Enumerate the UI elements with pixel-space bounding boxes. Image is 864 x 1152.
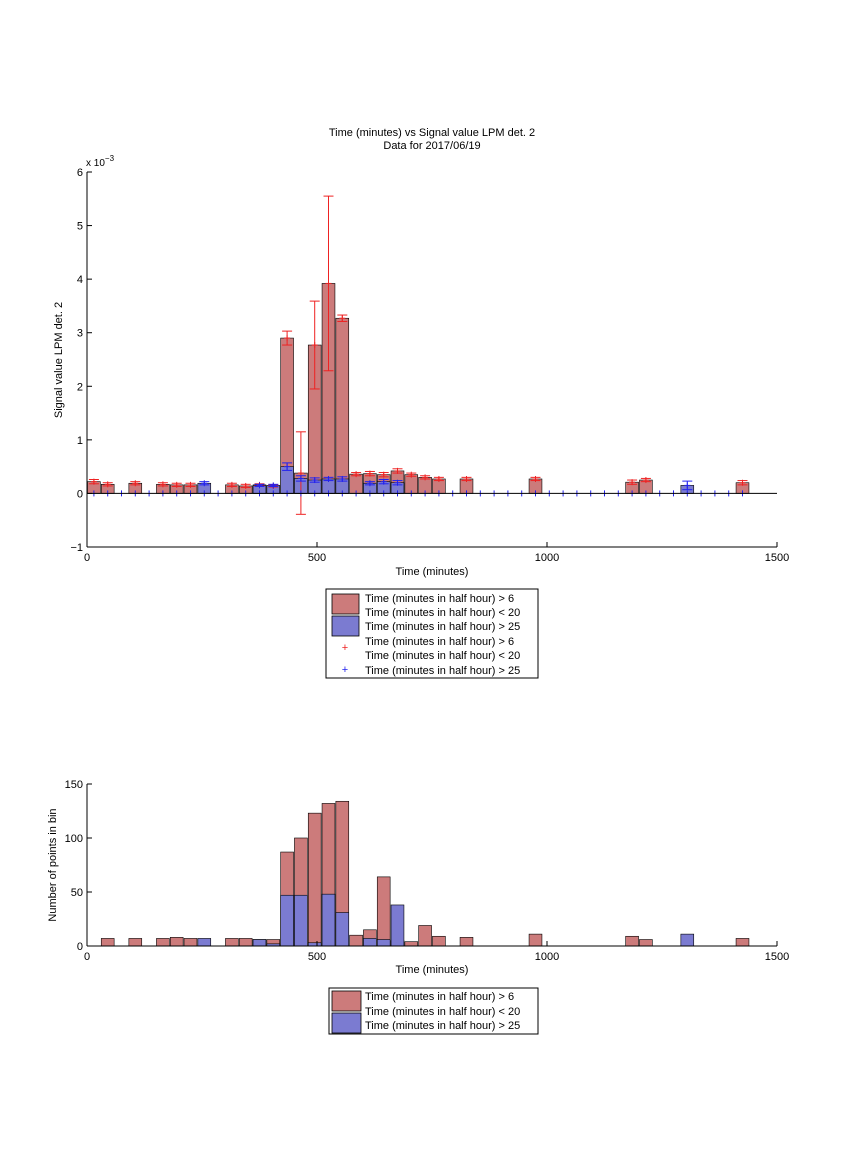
x-axis-label: Time (minutes) (396, 964, 469, 976)
y-tick-label: 0 (77, 941, 83, 953)
signal-chart: Time (minutes) vs Signal value LPM det. … (53, 127, 789, 679)
bar-red (349, 934, 363, 947)
bar-red (156, 938, 170, 947)
bar-red (183, 938, 198, 947)
y-tick-label: 0 (77, 488, 83, 500)
x-tick-label: 0 (84, 951, 90, 963)
y-exponent-base: x 10 (86, 158, 105, 169)
y-exponent-label: x 10−3 (86, 154, 115, 169)
y-tick-label: 150 (65, 779, 83, 791)
legend: + + Time (minutes in half hour) > 6 Time… (325, 588, 539, 679)
x-axis-label: Time (minutes) (396, 566, 469, 578)
y-exponent-power: −3 (105, 154, 115, 163)
plot-area: 0 500 1000 1500 0 50 100 150 (65, 779, 790, 963)
legend-entry: Time (minutes in half hour) > 25 (365, 665, 520, 677)
legend-swatch-red (331, 593, 360, 615)
legend: Time (minutes in half hour) > 6 Time (mi… (328, 987, 539, 1035)
x-tick-label: 500 (308, 552, 326, 564)
bar-red (418, 925, 432, 947)
x-tick-label: 1500 (765, 951, 789, 963)
bar-blue (390, 904, 405, 947)
legend-entry: Time (minutes in half hour) > 25 (365, 1020, 520, 1032)
legend-swatch-blue (331, 615, 360, 637)
bar-red (625, 935, 639, 947)
y-tick-label: 50 (71, 887, 83, 899)
y-tick-label: 6 (77, 167, 83, 179)
x-tick-label: 0 (84, 552, 90, 564)
legend-entry: Time (minutes in half hour) < 20 (365, 650, 520, 662)
y-tick-label: 1 (77, 435, 83, 447)
bar-blue (321, 893, 336, 947)
bar-red (432, 935, 446, 947)
bar-blue (252, 939, 267, 947)
y-tick-label: 2 (77, 381, 83, 393)
legend-box (325, 588, 539, 679)
y-tick-label: 3 (77, 328, 83, 340)
bar-red (307, 812, 322, 947)
x-tick-label: 1500 (765, 552, 789, 564)
legend-marker-blue: + (342, 664, 348, 676)
x-tick-label: 1000 (535, 951, 559, 963)
bar-red (639, 939, 653, 947)
bar-blue (680, 933, 695, 947)
bar-blue (280, 894, 294, 947)
y-tick-label: 5 (77, 221, 83, 233)
legend-entry: Time (minutes in half hour) < 20 (365, 607, 520, 619)
legend-box (328, 987, 539, 1035)
bar-red (128, 938, 143, 947)
x-tick-label: 500 (308, 951, 326, 963)
legend-entry: Time (minutes in half hour) < 20 (365, 1006, 520, 1018)
bar-red (335, 317, 350, 494)
y-tick-label: 100 (65, 833, 83, 845)
bar-red (404, 941, 419, 947)
bar-blue (294, 894, 308, 947)
legend-swatch-blue (331, 1012, 362, 1034)
bar-red (169, 937, 184, 947)
y-tick-label: −1 (70, 542, 83, 554)
bar-blue (335, 912, 350, 947)
legend-entry: Time (minutes in half hour) > 6 (365, 991, 514, 1003)
y-tick-label: 4 (77, 274, 83, 286)
x-tick-label: 1000 (535, 552, 559, 564)
bar-red (100, 938, 115, 947)
legend-entry: Time (minutes in half hour) > 25 (365, 621, 520, 633)
legend-marker-red: + (342, 642, 348, 654)
bar-blue (376, 939, 391, 947)
bar-red (376, 876, 391, 947)
legend-entry: Time (minutes in half hour) > 6 (365, 636, 514, 648)
y-axis-label: Number of points in bin (47, 808, 59, 921)
bar-red (735, 938, 750, 947)
bar-red (528, 933, 543, 947)
bar-red (238, 938, 253, 947)
legend-entry: Time (minutes in half hour) > 6 (365, 593, 514, 605)
chart-title: Time (minutes) vs Signal value LPM det. … (329, 127, 535, 139)
legend-swatch-red (331, 990, 362, 1012)
y-axis-label: Signal value LPM det. 2 (53, 302, 65, 418)
bar-red (459, 937, 474, 947)
bar-red (225, 938, 239, 947)
chart-subtitle: Data for 2017/06/19 (383, 140, 480, 152)
count-chart: 0 500 1000 1500 0 50 100 150 Time (minutes) Num… (47, 779, 790, 1035)
bar-blue (363, 938, 377, 947)
bar-blue (197, 938, 212, 947)
